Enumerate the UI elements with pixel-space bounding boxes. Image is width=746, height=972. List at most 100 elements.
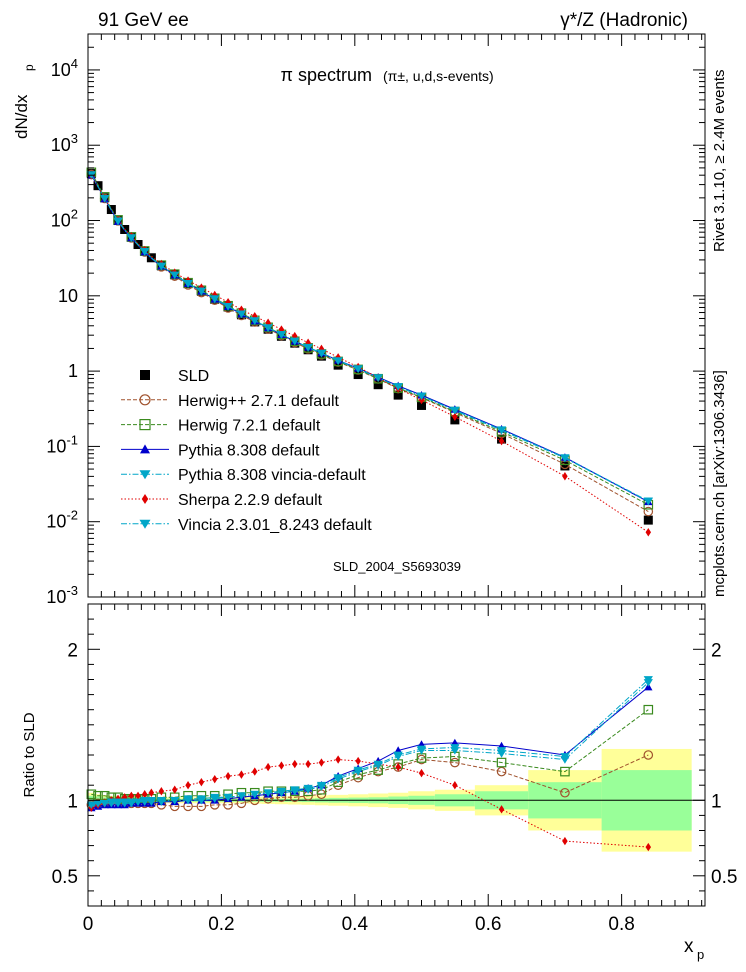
title-sub: (π±, u,d,s-events) bbox=[383, 68, 494, 84]
series-2-group bbox=[86, 167, 654, 804]
series-6-ratio-point bbox=[290, 786, 300, 794]
series-5-ratio-point bbox=[498, 805, 505, 814]
series-6-ratio-point bbox=[210, 793, 220, 802]
series-6-ratio-point bbox=[140, 796, 150, 805]
x-axis-label: x p bbox=[684, 936, 704, 962]
series-6-ratio-point bbox=[303, 784, 313, 793]
series-5-ratio-point bbox=[198, 777, 205, 787]
series-6-ratio-point bbox=[560, 753, 570, 761]
legend: SLD Herwig++ 2.7.1 default Herwig 7.2.1 de… bbox=[121, 368, 372, 534]
legend-marker bbox=[139, 519, 151, 529]
legend-entry: Vincia 2.3.01_8.243 default bbox=[121, 517, 372, 534]
ratio-tick-label-right: 2 bbox=[711, 640, 722, 661]
x-tick-label: 0.2 bbox=[208, 914, 234, 935]
series-6-main-point bbox=[113, 217, 123, 226]
series-6-main-point bbox=[450, 406, 460, 415]
legend-marker bbox=[140, 444, 150, 454]
y-tick-label: 10-3 bbox=[46, 583, 78, 607]
series-2-ratio-point bbox=[643, 704, 654, 715]
legend-marker bbox=[140, 370, 150, 380]
series-1-group bbox=[86, 169, 654, 812]
series-5-ratio-point bbox=[128, 791, 135, 800]
series-5-ratio-point bbox=[265, 762, 271, 772]
series-6-ratio-point bbox=[133, 798, 143, 807]
series-6-main-point bbox=[210, 295, 220, 303]
series-6-main-point bbox=[373, 374, 383, 382]
ratio-tick-label-left: 0.5 bbox=[52, 867, 78, 888]
series-2-ratio-point bbox=[496, 757, 507, 768]
sld-data-point bbox=[560, 461, 570, 471]
legend-marker bbox=[141, 494, 149, 504]
series-6-main-point bbox=[353, 365, 363, 373]
legend-marker bbox=[139, 394, 151, 406]
y-tick-label: 103 bbox=[51, 131, 78, 155]
series-6-main-point bbox=[156, 262, 166, 271]
series-6-ratio-point bbox=[236, 792, 247, 800]
series-6-main-point bbox=[393, 383, 403, 391]
series-6-ratio-point bbox=[183, 795, 193, 803]
series-6-ratio-point bbox=[416, 745, 427, 754]
series-5-ratio-point bbox=[305, 759, 311, 769]
series-5-ratio-point bbox=[158, 787, 165, 796]
y-tick-label: 10-2 bbox=[46, 508, 78, 532]
series-6-main-point bbox=[183, 279, 193, 288]
xlabel-sub: p bbox=[697, 947, 704, 962]
series-6-ratio-point bbox=[393, 751, 403, 760]
series-6-ratio-point bbox=[120, 798, 130, 807]
series-5-ratio-point bbox=[171, 785, 178, 794]
legend-marker bbox=[139, 470, 151, 480]
series-6-ratio-point bbox=[263, 789, 273, 797]
series-6-main-point bbox=[100, 195, 110, 203]
y-axis-label: dN/dx p bbox=[12, 64, 36, 139]
series-5-ratio-point bbox=[318, 758, 325, 767]
legend-label: Herwig++ 2.7.1 default bbox=[178, 393, 340, 410]
series-1-ratio-point bbox=[496, 766, 507, 777]
y-tick-label: 10 bbox=[58, 286, 78, 306]
series-5-ratio-point bbox=[238, 770, 245, 779]
y-tick-label: 1 bbox=[68, 361, 78, 381]
series-5-ratio-point bbox=[252, 767, 258, 776]
ratio-ylabel: Ratio to SLD bbox=[21, 712, 38, 797]
header-left: 91 GeV ee bbox=[98, 10, 189, 31]
series-1-main-point bbox=[643, 506, 654, 517]
series-6-ratio-point bbox=[250, 790, 260, 799]
title-main: π spectrum bbox=[281, 65, 372, 85]
legend-entry: SLD bbox=[140, 368, 209, 385]
series-6-main-point bbox=[560, 454, 570, 462]
series-5-main-line bbox=[90, 175, 649, 533]
series-6-main-point bbox=[416, 392, 427, 401]
series-5-main-point bbox=[252, 312, 258, 321]
series-6-ratio-point bbox=[106, 798, 116, 807]
series-6-ratio-point bbox=[223, 793, 233, 802]
series-5-ratio-point bbox=[395, 762, 401, 772]
series-6-main-point bbox=[316, 349, 327, 358]
series-5-ratio-point bbox=[452, 781, 458, 790]
series-layer bbox=[86, 167, 654, 852]
side-label-top: Rivet 3.1.10, ≥ 2.4M events bbox=[711, 70, 728, 253]
series-5-ratio-point bbox=[148, 788, 155, 797]
series-5-ratio-point bbox=[292, 759, 298, 769]
series-1-ratio-point bbox=[560, 787, 570, 798]
legend-label: SLD bbox=[178, 368, 209, 385]
series-6-ratio-point bbox=[496, 747, 507, 755]
series-5-ratio-point bbox=[278, 761, 285, 770]
series-5-ratio-point bbox=[141, 790, 148, 799]
sld-data-point bbox=[417, 400, 427, 410]
main-frame bbox=[87, 33, 706, 598]
legend-entry: Pythia 8.308 default bbox=[121, 442, 320, 459]
legend-label: Vincia 2.3.01_8.243 default bbox=[178, 517, 372, 534]
series-5-ratio-point bbox=[225, 771, 231, 781]
series-6-main-point bbox=[236, 310, 247, 319]
ylabel-text: dN/dx bbox=[12, 94, 31, 139]
series-1-ratio-point bbox=[450, 757, 460, 768]
series-6-main-point bbox=[643, 497, 653, 506]
ratio-tick-label-right: 1 bbox=[711, 791, 722, 812]
series-6-main-line bbox=[90, 174, 649, 502]
series-5-main-point bbox=[238, 305, 245, 314]
series-5-main-point bbox=[562, 472, 568, 481]
y-tick-label: 10-1 bbox=[46, 432, 78, 456]
y-tick-label: 102 bbox=[51, 207, 78, 231]
ylabel-sub: p bbox=[22, 64, 36, 71]
legend-entry: Sherpa 2.2.9 default bbox=[121, 492, 323, 509]
x-tick-label: 0.6 bbox=[475, 914, 501, 935]
